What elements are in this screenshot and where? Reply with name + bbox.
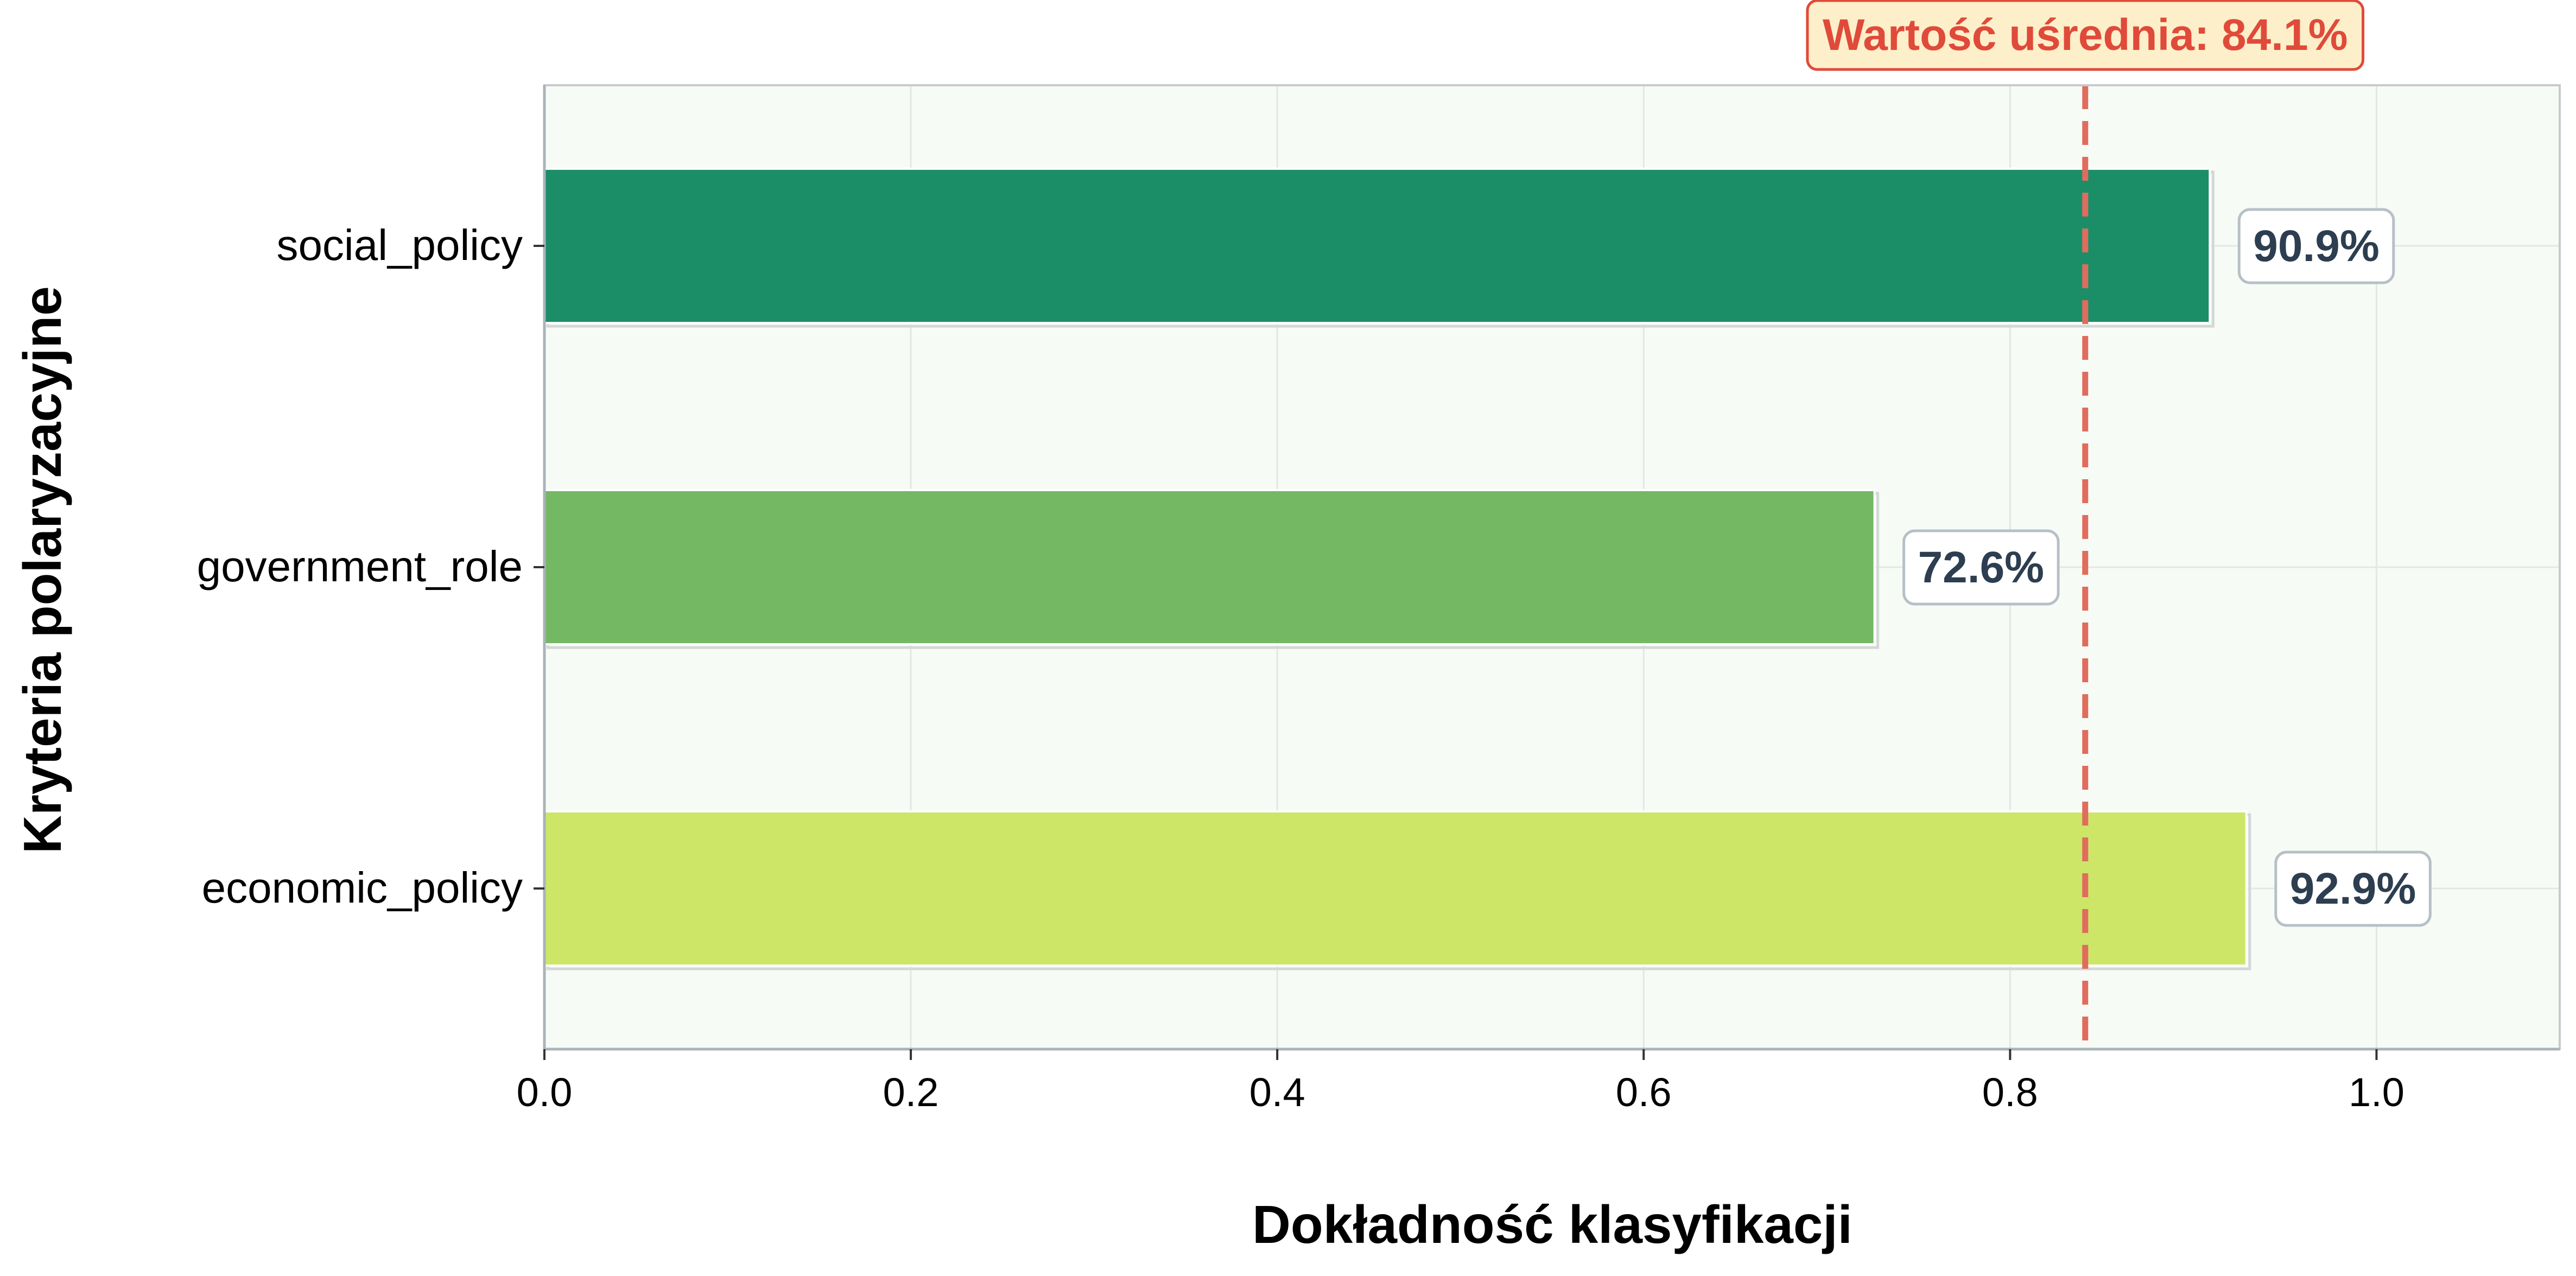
x-tick-label: 0.0 [517, 1070, 573, 1115]
value-label-group: 90.9% [2237, 208, 2395, 284]
x-tick-label: 0.4 [1249, 1070, 1305, 1115]
bar [543, 810, 2248, 967]
x-tick-label: 0.2 [883, 1070, 939, 1115]
value-label-box [1902, 529, 2060, 606]
x-tick-label: 0.8 [1982, 1070, 2038, 1115]
y-tick-label: economic_policy [202, 864, 523, 912]
value-label-box [2274, 850, 2432, 927]
axes-layer: 0.0 0.2 0.4 0.6 0.8 1.0 social_policy governmen… [197, 84, 2561, 1115]
x-tick-label: 1.0 [2349, 1070, 2404, 1115]
value-label-box [2237, 208, 2395, 284]
reference-label-box [1806, 0, 2365, 71]
y-tick-label: government_role [197, 542, 523, 591]
value-label-group: 72.6% [1902, 529, 2060, 606]
reference-line-label: Wartość uśrednia: 84.1% [1823, 10, 2348, 60]
bars-layer [543, 167, 2251, 970]
bar [543, 167, 2211, 325]
y-axis-label: Kryteria polaryzacyjne [12, 286, 72, 854]
value-labels-layer: 90.9% 72.6% 92.9% [1902, 208, 2432, 927]
bar [543, 488, 1876, 646]
value-label: 92.9% [2290, 864, 2416, 913]
x-tick-label: 0.6 [1616, 1070, 1672, 1115]
x-axis-label: Dokładność klasyfikacji [1252, 1195, 1852, 1254]
value-label: 72.6% [1918, 543, 2045, 592]
value-label: 90.9% [2253, 221, 2380, 271]
value-label-group: 92.9% [2274, 850, 2432, 927]
reference-line-layer: Wartość uśrednia: 84.1% [1806, 0, 2365, 1049]
y-tick-label: social_policy [276, 221, 523, 269]
